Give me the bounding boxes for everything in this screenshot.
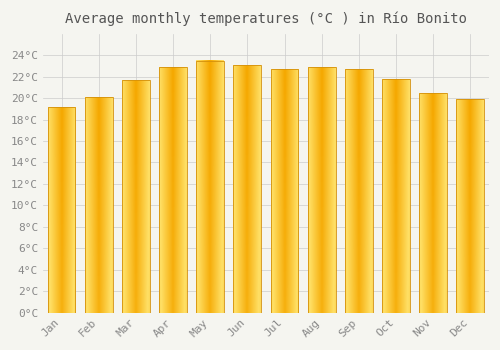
Bar [159,67,187,313]
Bar [122,80,150,313]
Title: Average monthly temperatures (°C ) in Río Bonito: Average monthly temperatures (°C ) in Rí… [65,11,467,26]
Bar [345,69,373,313]
Bar [234,65,262,313]
Bar [308,67,336,313]
Bar [270,69,298,313]
Bar [419,93,447,313]
Bar [85,97,112,313]
Bar [382,79,410,313]
Bar [456,99,484,313]
Bar [196,61,224,313]
Bar [48,107,76,313]
